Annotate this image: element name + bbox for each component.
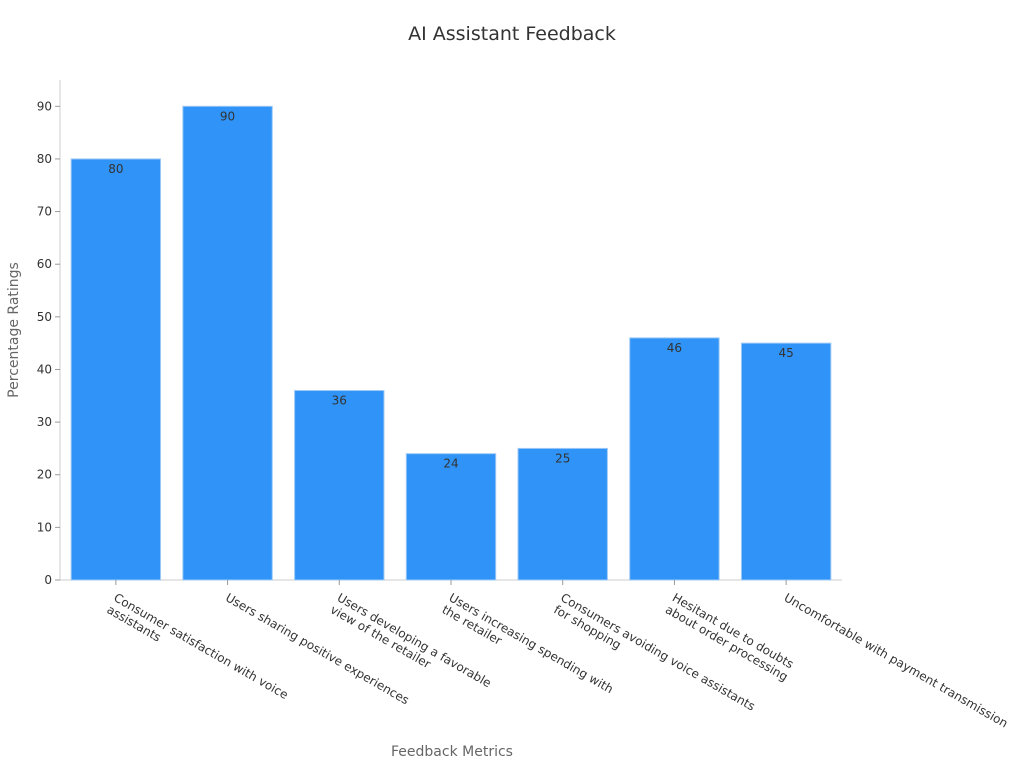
y-tick-label: 40 [37,362,52,376]
x-tick-label: Users sharing positive experiences [223,590,411,707]
data-label: 36 [332,394,347,408]
data-label: 80 [108,162,123,176]
y-tick-label: 60 [37,257,52,271]
y-tick-label: 90 [37,99,52,113]
x-tick-label: Uncomfortable with payment transmission [782,590,1011,730]
bar [517,447,608,581]
bar [405,453,497,581]
bar [182,105,273,581]
data-label: 25 [555,451,570,465]
chart-title: AI Assistant Feedback [408,23,616,45]
y-tick-label: 80 [37,152,52,166]
data-label: 46 [667,341,682,355]
data-label: 45 [779,346,794,360]
y-tick-label: 10 [37,520,52,534]
y-tick-label: 0 [44,573,52,587]
y-tick-label: 70 [37,205,52,219]
bar [740,342,832,581]
data-label: 90 [220,109,235,123]
data-label: 24 [443,457,458,471]
x-axis-title: Feedback Metrics [391,744,513,760]
y-tick-label: 50 [37,310,52,324]
bar [70,158,162,581]
y-tick-label: 30 [37,415,52,429]
bar [629,337,720,581]
y-axis-title: Percentage Ratings [6,262,22,398]
bar [294,390,385,581]
y-tick-label: 20 [37,468,52,482]
x-tick-label: Consumers avoiding voice assistantsfor s… [551,590,757,725]
